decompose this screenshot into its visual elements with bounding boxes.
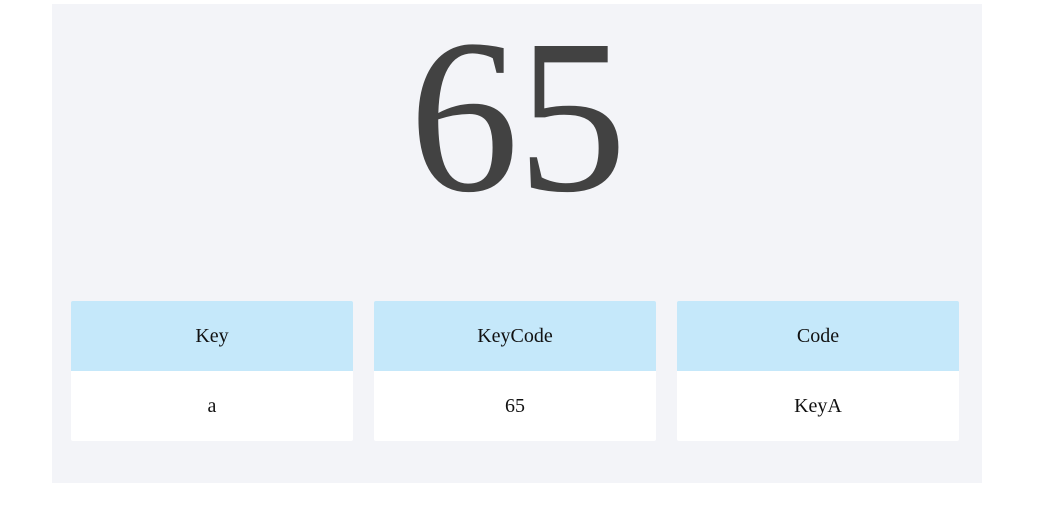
key-info-cards: Key a KeyCode 65 Code KeyA xyxy=(71,301,959,441)
big-keycode-display: 65 xyxy=(409,0,627,238)
keycode-card: KeyCode 65 xyxy=(374,301,656,441)
key-card-header: Key xyxy=(71,301,353,371)
code-card: Code KeyA xyxy=(677,301,959,441)
key-card-value: a xyxy=(71,371,353,441)
keycode-panel: 65 Key a KeyCode 65 Code KeyA xyxy=(52,4,982,483)
keycode-card-value: 65 xyxy=(374,371,656,441)
code-card-value: KeyA xyxy=(677,371,959,441)
key-card: Key a xyxy=(71,301,353,441)
keycode-card-header: KeyCode xyxy=(374,301,656,371)
code-card-header: Code xyxy=(677,301,959,371)
